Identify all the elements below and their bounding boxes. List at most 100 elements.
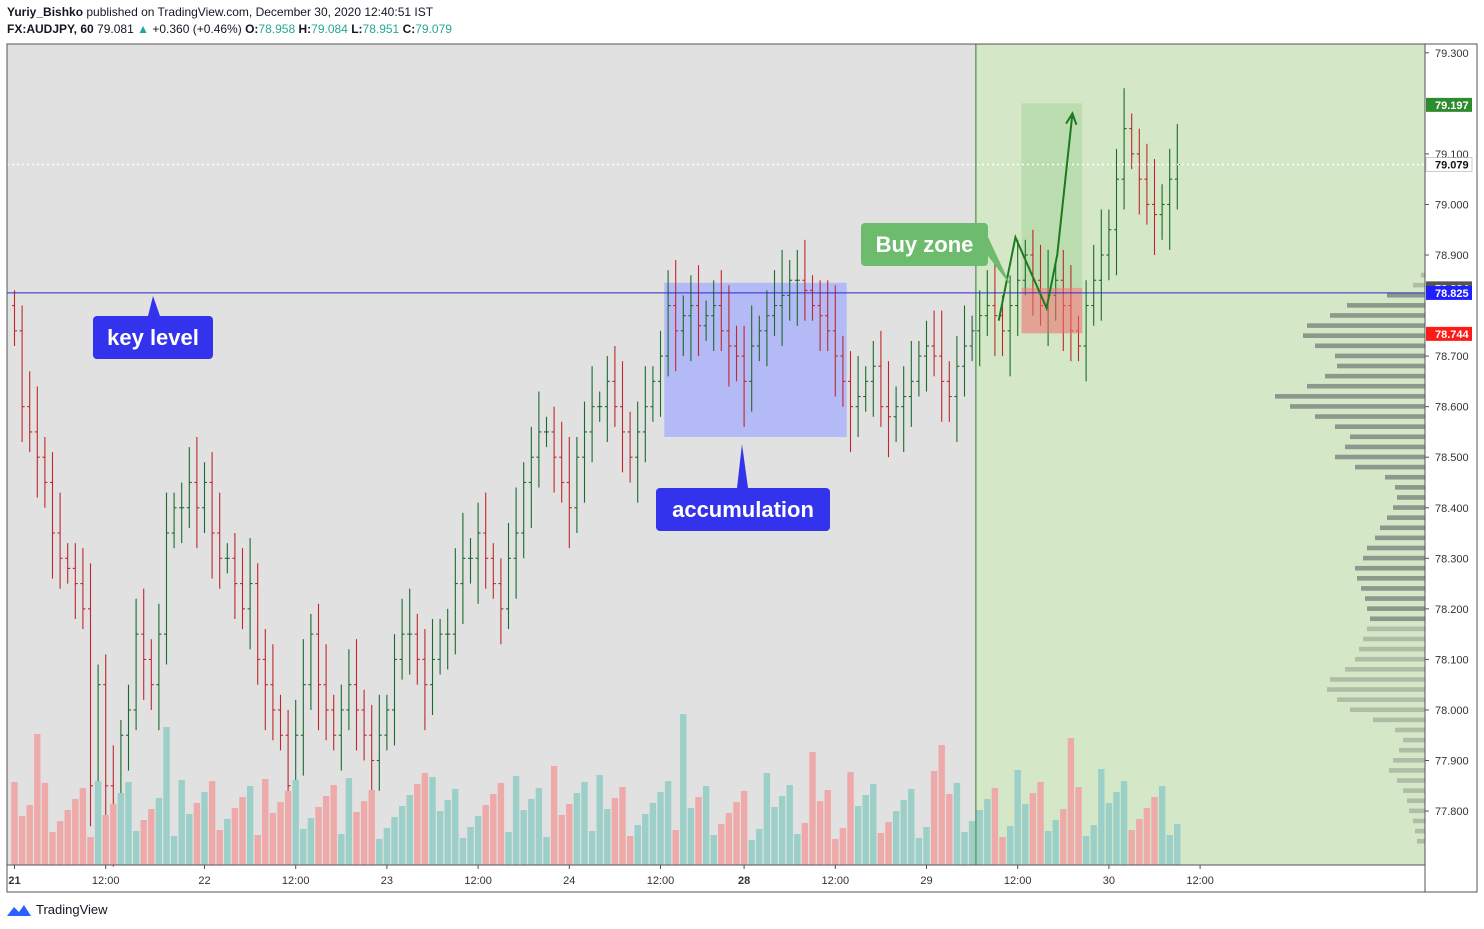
buy-zone-box bbox=[1021, 287, 1083, 334]
volume-bar bbox=[991, 788, 999, 865]
x-tick-label: 23 bbox=[381, 875, 393, 887]
volume-bar bbox=[186, 814, 193, 865]
volume-bar bbox=[1082, 836, 1090, 865]
volume-bar bbox=[110, 804, 117, 865]
y-tick-label: 78.600 bbox=[1435, 402, 1469, 414]
y-tick-label: 78.200 bbox=[1435, 604, 1469, 616]
volume-bar bbox=[1060, 809, 1067, 865]
volume-bar bbox=[41, 783, 49, 865]
volume-bar bbox=[406, 795, 413, 865]
tradingview-footer: TradingView bbox=[6, 902, 108, 917]
volume-profile-bar bbox=[1290, 404, 1425, 409]
volume-bar bbox=[733, 802, 740, 865]
buy-zone-callout: Buy zone bbox=[861, 223, 988, 266]
volume-bar bbox=[338, 834, 345, 865]
volume-bar bbox=[315, 807, 322, 865]
volume-bar bbox=[376, 839, 383, 865]
price-label-text: 78.744 bbox=[1435, 329, 1470, 341]
y-tick-label: 78.400 bbox=[1435, 503, 1469, 515]
volume-bar bbox=[946, 794, 953, 865]
volume-profile-bar bbox=[1393, 505, 1425, 510]
volume-bar bbox=[854, 806, 862, 865]
y-tick-label: 79.300 bbox=[1435, 48, 1469, 60]
volume-profile-bar bbox=[1357, 576, 1425, 581]
volume-profile-bar bbox=[1395, 727, 1425, 733]
volume-bar bbox=[961, 832, 968, 865]
volume-bar bbox=[984, 799, 991, 865]
chart-frame bbox=[6, 43, 1478, 893]
volume-profile-bar bbox=[1385, 474, 1425, 480]
volume-bar bbox=[801, 823, 809, 865]
volume-profile-bar bbox=[1421, 272, 1425, 278]
volume-bar bbox=[360, 801, 368, 865]
volume-profile-bar bbox=[1345, 667, 1425, 672]
price-label-text: 79.197 bbox=[1435, 100, 1469, 112]
volume-bar bbox=[672, 830, 679, 865]
close-label: C: bbox=[402, 22, 416, 36]
low-label: L: bbox=[351, 22, 363, 36]
volume-bar bbox=[816, 801, 824, 865]
volume-bar bbox=[938, 745, 945, 865]
volume-profile-bar bbox=[1307, 383, 1425, 389]
volume-bar bbox=[368, 790, 375, 865]
volume-bar bbox=[429, 777, 436, 865]
volume-bar bbox=[292, 780, 299, 865]
volume-bar bbox=[155, 798, 163, 865]
author-name[interactable]: Yuriy_Bishko bbox=[7, 5, 84, 19]
volume-bar bbox=[94, 781, 102, 865]
volume-bar bbox=[930, 771, 938, 865]
volume-profile-bar bbox=[1345, 444, 1425, 450]
volume-bar bbox=[459, 838, 467, 865]
volume-profile-bar bbox=[1355, 565, 1425, 571]
volume-bar bbox=[398, 806, 406, 865]
volume-profile-bar bbox=[1413, 282, 1425, 288]
volume-profile-bar bbox=[1350, 707, 1425, 713]
volume-bar bbox=[1120, 781, 1128, 865]
volume-bar bbox=[756, 829, 763, 865]
volume-bar bbox=[11, 782, 18, 865]
volume-bar bbox=[1029, 793, 1037, 865]
volume-bar bbox=[87, 837, 94, 865]
volume-bar bbox=[34, 734, 41, 865]
high-value: 79.084 bbox=[311, 22, 348, 36]
volume-bar bbox=[49, 832, 56, 865]
key-level-text: key level bbox=[107, 325, 199, 350]
y-tick-label: 78.100 bbox=[1435, 654, 1469, 666]
volume-bar bbox=[892, 811, 900, 865]
volume-bar bbox=[642, 814, 649, 865]
price-label-badge bbox=[1426, 326, 1472, 341]
key-level-pointer bbox=[148, 296, 160, 316]
price-change: +0.360 (+0.46%) bbox=[152, 22, 242, 36]
volume-bar bbox=[307, 818, 315, 865]
symbol-label[interactable]: FX:AUDJPY, 60 bbox=[7, 22, 94, 36]
volume-bar bbox=[444, 800, 451, 865]
volume-profile-bar bbox=[1409, 808, 1425, 814]
volume-profile-bar bbox=[1397, 778, 1425, 783]
y-tick-label: 77.900 bbox=[1435, 756, 1469, 768]
volume-bar bbox=[550, 766, 558, 865]
arrow-head-icon bbox=[1065, 111, 1078, 126]
volume-bar bbox=[246, 786, 254, 865]
volume-profile-bar bbox=[1315, 343, 1425, 349]
volume-bar bbox=[1166, 835, 1173, 865]
volume-bar bbox=[566, 804, 573, 865]
accumulation-pointer bbox=[737, 444, 748, 488]
volume-profile-bar bbox=[1335, 454, 1425, 460]
up-triangle-icon: ▲ bbox=[137, 22, 149, 36]
volume-bar bbox=[1105, 803, 1113, 865]
volume-bar bbox=[148, 809, 155, 865]
x-tick-label: 22 bbox=[198, 875, 210, 887]
volume-bar bbox=[520, 810, 527, 865]
x-tick-label: 12:00 bbox=[92, 875, 120, 887]
volume-bar bbox=[391, 817, 398, 865]
volume-profile-bar bbox=[1387, 515, 1425, 520]
symbol-info: FX:AUDJPY, 60 79.081 ▲ +0.360 (+0.46%) O… bbox=[7, 22, 452, 36]
volume-bar bbox=[125, 782, 132, 865]
x-tick-label: 24 bbox=[563, 875, 575, 887]
volume-profile-bar bbox=[1363, 555, 1425, 561]
x-tick-label: 30 bbox=[1103, 875, 1115, 887]
footer-brand[interactable]: TradingView bbox=[36, 902, 108, 917]
volume-bar bbox=[771, 807, 778, 865]
volume-bar bbox=[900, 800, 907, 865]
